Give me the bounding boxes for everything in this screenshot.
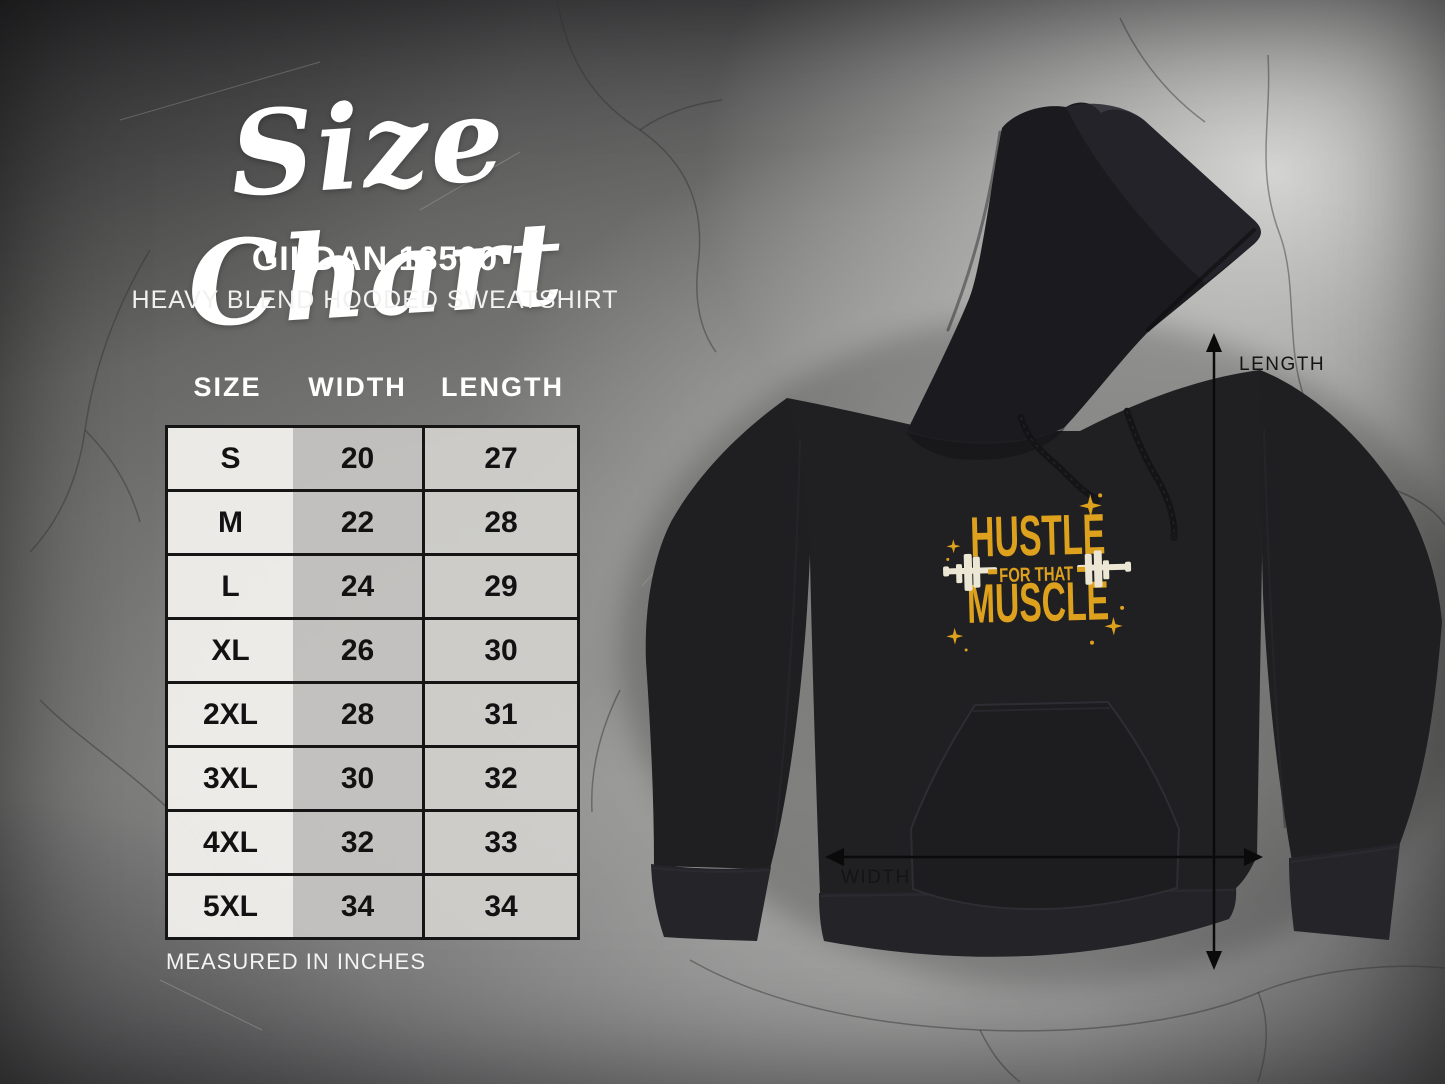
- length-cell: 28: [422, 492, 577, 553]
- arrow-right-icon: [1244, 848, 1263, 866]
- right-cuff-seam: [1290, 846, 1399, 863]
- hoodie-left-cuff: [651, 864, 771, 941]
- drawstring-left: [1017, 413, 1101, 503]
- length-cell: 31: [422, 684, 577, 745]
- width-cell: 28: [293, 684, 422, 745]
- length-cell: 30: [422, 620, 577, 681]
- table-row: 3XL 30 32: [168, 745, 577, 809]
- right-side-seam: [1263, 429, 1286, 829]
- column-header-size: SIZE: [193, 372, 262, 402]
- length-cell: 32: [422, 748, 577, 809]
- units-footnote: MEASURED IN INCHES: [166, 949, 427, 974]
- table-row: 4XL 32 33: [168, 809, 577, 873]
- size-cell: 4XL: [168, 812, 293, 873]
- width-cell: 30: [293, 748, 422, 809]
- left-side-seam: [774, 439, 801, 841]
- table-row: XL 26 30: [168, 617, 577, 681]
- paint-splatter: [946, 493, 1125, 652]
- column-header-width: WIDTH: [308, 372, 407, 402]
- width-cell: 34: [293, 876, 422, 937]
- table-row: S 20 27: [168, 428, 577, 489]
- hood-fold-crease: [1146, 228, 1256, 332]
- table-row: L 24 29: [168, 553, 577, 617]
- table-row: M 22 28: [168, 489, 577, 553]
- arrow-down-icon: [1206, 951, 1222, 970]
- table-row: 2XL 28 31: [168, 681, 577, 745]
- chest-graphic: HUSTLE FOR THAT MUSCLE: [943, 493, 1132, 652]
- width-cell: 32: [293, 812, 422, 873]
- drawstring-tip-right: [1170, 533, 1178, 541]
- dumbbell-left-icon: [943, 553, 998, 591]
- size-table-header: SIZE WIDTH LENGTH: [165, 372, 580, 403]
- left-cuff-seam: [652, 867, 770, 873]
- length-measure: LENGTH: [1206, 333, 1325, 970]
- width-cell: 20: [293, 428, 422, 489]
- column-header-length: LENGTH: [441, 372, 564, 402]
- size-cell: L: [168, 556, 293, 617]
- width-cell: 26: [293, 620, 422, 681]
- drawstring-tip-left: [1093, 496, 1101, 504]
- product-model: GILDAN 18500: [251, 240, 499, 278]
- length-cell: 29: [422, 556, 577, 617]
- length-cell: 34: [422, 876, 577, 937]
- size-cell: M: [168, 492, 293, 553]
- graphic-line1: HUSTLE: [969, 502, 1106, 570]
- hoodie-right-cuff: [1289, 843, 1400, 940]
- pocket-top-seam: [972, 707, 1111, 712]
- width-label: WIDTH: [841, 867, 911, 888]
- drawstrings: [1017, 407, 1178, 540]
- arrow-up-icon: [1206, 333, 1222, 352]
- hoodie-hem-band: [819, 888, 1237, 957]
- size-cell: S: [168, 428, 293, 489]
- size-cell: XL: [168, 620, 293, 681]
- graphic-line2: FOR THAT: [999, 563, 1074, 587]
- hoodie-left-sleeve: [645, 398, 813, 869]
- width-cell: 22: [293, 492, 422, 553]
- hoodie-right-sleeve: [1260, 370, 1442, 861]
- neck-shadow: [906, 428, 1065, 460]
- product-name: HEAVY BLEND HOODED SWEATSHIRT: [131, 286, 619, 314]
- length-cell: 27: [422, 428, 577, 489]
- arrow-left-icon: [825, 848, 844, 866]
- hood-top-facet: [1066, 103, 1261, 283]
- length-cell: 33: [422, 812, 577, 873]
- width-cell: 24: [293, 556, 422, 617]
- size-table: S 20 27 M 22 28 L 24 29 XL 26 30 2XL 28 …: [165, 425, 580, 940]
- length-label: LENGTH: [1239, 354, 1325, 375]
- size-cell: 5XL: [168, 876, 293, 937]
- drawstring-right: [1123, 407, 1178, 540]
- dumbbell-right-icon: [1077, 550, 1132, 588]
- hood-crease: [946, 130, 1002, 332]
- size-cell: 3XL: [168, 748, 293, 809]
- width-measure: WIDTH: [825, 848, 1263, 888]
- table-row: 5XL 34 34: [168, 873, 577, 937]
- size-cell: 2XL: [168, 684, 293, 745]
